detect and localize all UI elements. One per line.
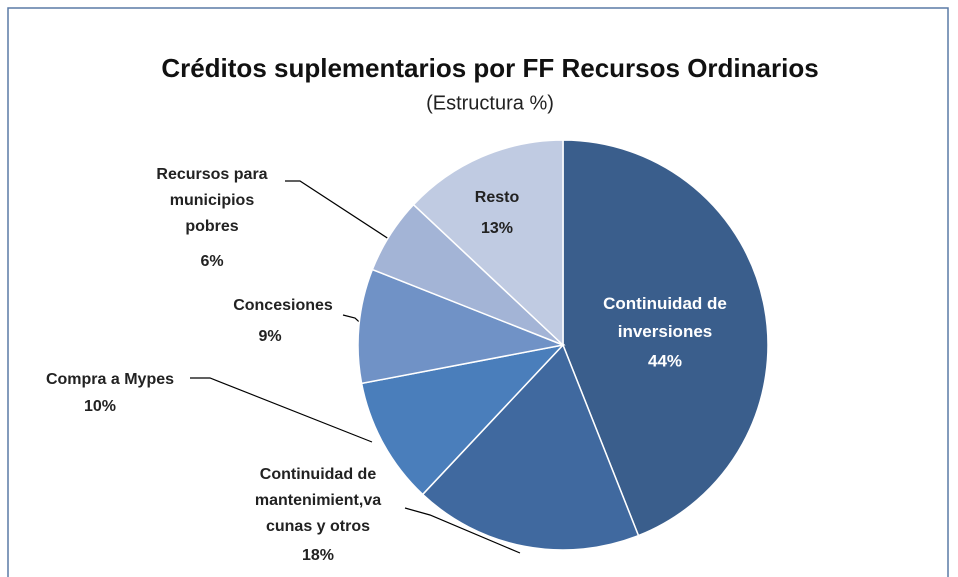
pie-slice bbox=[412, 139, 564, 347]
leader-line bbox=[404, 507, 521, 554]
slice-label: Continuidad de inversiones bbox=[603, 294, 727, 341]
leader-line bbox=[190, 377, 373, 443]
chart-title: Créditos suplementarios por FF Recursos … bbox=[161, 53, 818, 83]
slice-value-label: 13% bbox=[481, 220, 513, 237]
slice-label: Recursos para municipios pobres bbox=[156, 166, 267, 235]
slice-value-label: 10% bbox=[84, 398, 116, 415]
pie-slice bbox=[562, 139, 769, 537]
slice-value-label: 9% bbox=[258, 328, 281, 345]
leader-line bbox=[285, 180, 396, 244]
slice-value-label: 44% bbox=[648, 351, 682, 370]
pie-slice bbox=[360, 343, 566, 496]
slice-label: Resto bbox=[475, 189, 520, 206]
slice-label: Compra a Mypes bbox=[46, 371, 174, 388]
slice-label: Concesiones bbox=[233, 297, 333, 314]
slice-value-label: 6% bbox=[200, 253, 223, 270]
pie-slice bbox=[357, 268, 566, 385]
pie-slice bbox=[421, 343, 640, 551]
slice-value-label: 18% bbox=[302, 547, 334, 564]
chart-subtitle: (Estructura %) bbox=[426, 92, 554, 114]
slice-label: Continuidad de mantenimient,va cunas y otr… bbox=[255, 466, 381, 535]
